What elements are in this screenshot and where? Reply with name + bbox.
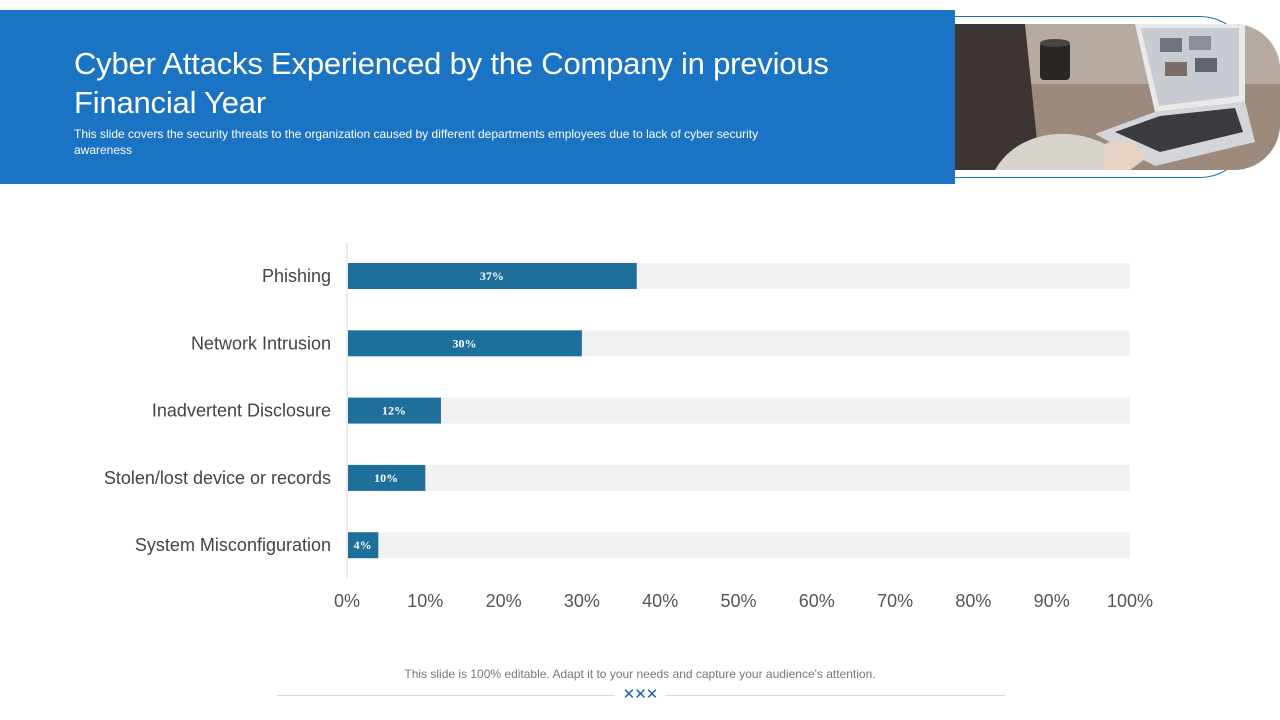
x-tick-label: 10% [407,591,443,611]
x-tick-label: 80% [955,591,991,611]
laptop-photo [955,24,1280,170]
x-tick-label: 50% [720,591,756,611]
data-label: 4% [354,538,372,552]
x-tick-label: 60% [799,591,835,611]
x-tick-label: 0% [334,591,360,611]
category-label: Network Intrusion [191,333,331,353]
data-label: 12% [382,404,406,418]
category-label: System Misconfiguration [135,535,331,555]
bar [348,330,582,357]
bar-track [348,532,1130,559]
bar-track [348,464,1130,491]
header-band [0,10,955,184]
x-tick-label: 90% [1034,591,1070,611]
data-label: 10% [374,471,398,485]
bar [348,263,637,289]
footer-note: This slide is 100% editable. Adapt it to… [404,667,876,681]
page-subtitle: This slide covers the security threats t… [74,127,759,157]
footer-cross-icon: ✕✕✕ [615,686,665,704]
page-title: Cyber Attacks Experienced by the Company… [74,46,829,120]
bar-track [348,397,1130,424]
data-label: 37% [480,269,504,283]
x-tick-label: 40% [642,591,678,611]
x-tick-label: 30% [564,591,600,611]
category-label: Stolen/lost device or records [104,468,331,488]
category-label: Phishing [262,266,331,286]
x-tick-label: 70% [877,591,913,611]
data-label: 30% [452,336,476,350]
x-tick-label: 20% [486,591,522,611]
bar [348,464,426,491]
bar [348,532,379,559]
x-tick-label: 100% [1107,591,1153,611]
category-label: Inadvertent Disclosure [152,401,331,421]
bar [348,397,441,424]
